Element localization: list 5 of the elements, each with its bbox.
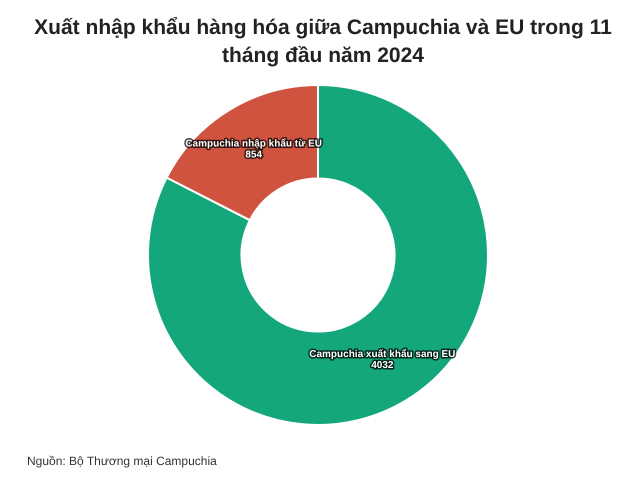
data-label: 4032 (371, 360, 394, 371)
text: Nguồn: Bộ Thương mại Campuchia (27, 454, 217, 468)
data-label: 854 (245, 150, 262, 161)
slice-label: Campuchia xuất khẩu sang EU (309, 348, 456, 360)
chart-title: Xuất nhập khẩu hàng hóa giữa Campuchia và EU trong 11 tháng đầu năm 2024 (33, 15, 613, 69)
